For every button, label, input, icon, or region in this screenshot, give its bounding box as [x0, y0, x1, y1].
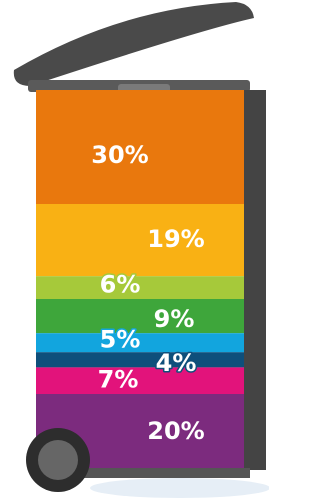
- lid: [14, 2, 254, 86]
- chart: 30% 19%6% 9% 5% 4% 7% 20%: [0, 0, 269, 501]
- page: 30%19%6%9%5%4%7%20% (() => { const data …: [0, 0, 320, 501]
- value-label: 4%: [156, 349, 197, 377]
- bin-side: [244, 90, 266, 470]
- wheel-hub: [38, 440, 78, 480]
- value-label: 9%: [154, 305, 195, 333]
- shadow: [90, 478, 269, 498]
- value-label: 5%: [100, 326, 141, 354]
- segment: [36, 204, 244, 276]
- value-label: 19%: [147, 225, 204, 253]
- segment: [36, 352, 244, 367]
- value-label: 7%: [98, 366, 139, 394]
- value-label: 30%: [91, 141, 148, 169]
- segment: [36, 367, 244, 394]
- value-label: 20%: [147, 417, 204, 445]
- value-label: 6%: [100, 271, 141, 299]
